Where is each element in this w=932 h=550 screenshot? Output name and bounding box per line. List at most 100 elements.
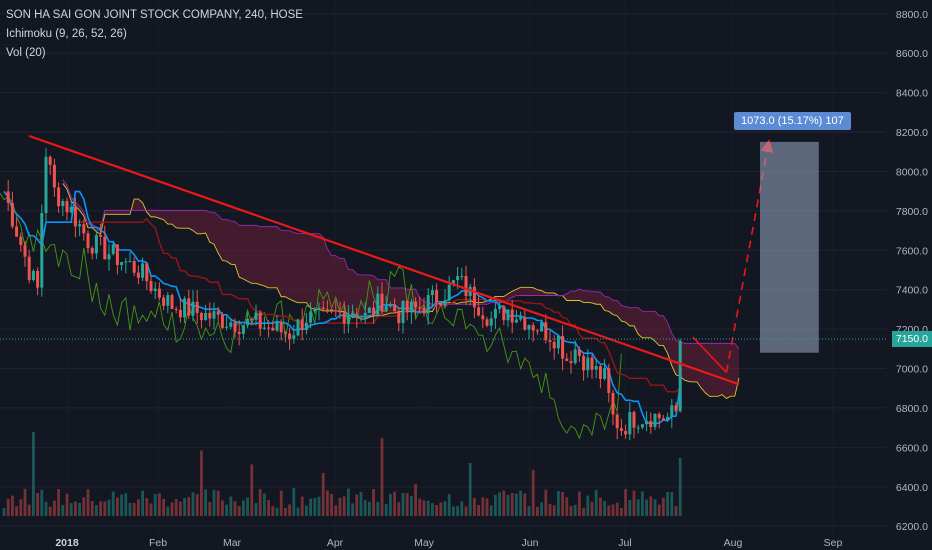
candle-body — [414, 301, 418, 308]
candle-body — [430, 290, 434, 296]
volume-bar — [36, 492, 39, 516]
volume-bar — [628, 499, 632, 516]
down-arrow-segment — [692, 336, 727, 374]
volume-bar — [145, 498, 149, 516]
volume-bar — [296, 507, 300, 516]
volume-bar — [170, 502, 174, 516]
volume-bar — [162, 498, 165, 516]
volume-bar — [284, 507, 287, 516]
y-tick-label: 8800.0 — [896, 9, 928, 21]
candle-body — [208, 312, 212, 319]
candle-body — [586, 357, 590, 371]
volume-bar — [573, 504, 577, 516]
time-axis[interactable]: 2018 Feb Mar Apr May Jun Jul Aug Sep — [55, 537, 842, 549]
volume-bar — [258, 489, 262, 516]
candle-body — [460, 276, 464, 278]
price-axis[interactable]: 6200.06400.06600.06800.07000.07200.07400… — [886, 0, 932, 550]
volume-bar — [578, 491, 581, 516]
volume-bar — [183, 498, 186, 516]
volume-bar — [531, 469, 535, 516]
volume-bar — [187, 497, 191, 516]
volume-bar — [603, 500, 606, 516]
volume-bar — [657, 504, 661, 516]
volume-bar — [426, 500, 430, 516]
candle-body — [674, 405, 678, 412]
volume-legend[interactable]: Vol (20) — [6, 47, 46, 59]
volume-bar — [305, 505, 308, 516]
volume-bar — [78, 502, 81, 516]
volume-bar — [120, 494, 123, 516]
candle-body — [19, 236, 23, 246]
volume-bar — [389, 493, 392, 516]
measure-label[interactable]: 1073.0 (15.17%) 107 — [734, 111, 851, 130]
candle-body — [489, 318, 493, 326]
candle-body — [527, 325, 531, 330]
candle-body — [149, 281, 153, 292]
candle-body — [317, 307, 321, 310]
y-tick-label: 7800.0 — [896, 206, 928, 218]
candle-body — [27, 256, 31, 280]
y-tick-label: 8200.0 — [896, 127, 928, 139]
candle-body — [271, 327, 275, 331]
candle-body — [611, 392, 615, 415]
volume-bar — [271, 506, 275, 516]
candle-body — [36, 270, 40, 288]
candle-body — [607, 368, 611, 393]
symbol-title[interactable]: SON HA SAI GON JOINT STOCK COMPANY, 240,… — [6, 9, 303, 21]
x-tick-label: Jul — [618, 537, 631, 549]
candle-body — [48, 156, 52, 165]
candle-body — [153, 288, 157, 292]
volume-bar — [565, 497, 569, 516]
candle-body — [598, 366, 602, 379]
candle-body — [250, 318, 254, 320]
candle-body — [594, 366, 598, 370]
volume-bar — [363, 500, 367, 516]
x-tick-label: May — [414, 537, 435, 549]
volume-bar — [111, 491, 115, 516]
volume-bar — [599, 497, 602, 516]
candle-body — [363, 312, 367, 316]
candle-body — [351, 313, 355, 316]
candle-body — [288, 333, 292, 339]
candle-body — [397, 311, 401, 324]
candle-body — [120, 262, 124, 266]
candle-body — [220, 314, 224, 328]
candle-body — [523, 317, 527, 330]
volume-bar — [594, 489, 598, 516]
candle-body — [367, 307, 371, 313]
volume-bar — [670, 492, 674, 516]
volume-bar — [384, 503, 388, 516]
candlesticks — [6, 148, 682, 441]
candle-body — [254, 312, 258, 320]
volume-bar — [204, 489, 207, 516]
volume-bar — [61, 505, 65, 516]
candle-body — [325, 309, 329, 311]
candle-body — [376, 293, 380, 315]
candle-body — [443, 300, 447, 306]
volume-bar — [393, 491, 396, 516]
candle-body — [279, 322, 283, 333]
volume-bar — [544, 489, 548, 516]
volume-bar — [666, 491, 669, 516]
candle-body — [10, 202, 14, 227]
candle-body — [670, 405, 674, 417]
candle-body — [514, 319, 518, 323]
volume-bar — [489, 505, 493, 516]
volume-bar — [624, 489, 627, 516]
candle-body — [666, 416, 670, 421]
candle-body — [107, 254, 111, 260]
volume-bar — [510, 492, 514, 516]
volume-bar — [460, 501, 464, 516]
candle-body — [187, 298, 191, 316]
volume-bar — [149, 503, 153, 516]
candle-body — [170, 295, 174, 309]
candle-body — [632, 412, 636, 428]
drawings[interactable] — [0, 134, 886, 386]
volume-bar — [590, 501, 594, 516]
candle-body — [590, 357, 594, 370]
volume-bar — [405, 493, 409, 516]
volume-bar — [279, 490, 283, 516]
volume-bar — [195, 493, 199, 516]
ichimoku-legend[interactable]: Ichimoku (9, 26, 52, 26) — [6, 28, 127, 40]
